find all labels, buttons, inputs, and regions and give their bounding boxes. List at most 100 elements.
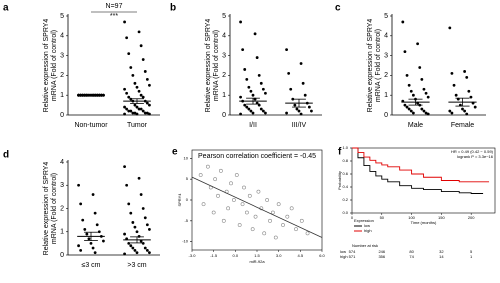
dot (123, 87, 126, 91)
risk-count: 80 (409, 249, 414, 254)
risk-row-label: high (340, 254, 348, 259)
dot (448, 26, 452, 30)
annotation: HR = 0.49 (0.42 − 0.59) (451, 149, 494, 154)
dot (251, 93, 255, 97)
y-tick-label: 4 (60, 33, 64, 40)
dot (123, 105, 126, 109)
dot (243, 103, 247, 107)
fit-line (191, 176, 323, 238)
dot (411, 111, 415, 115)
dot (79, 202, 83, 206)
dot (148, 112, 151, 116)
point (242, 185, 246, 190)
dot (287, 72, 291, 75)
panel-label: b (170, 3, 176, 14)
dot (77, 183, 80, 187)
dot (420, 107, 424, 111)
point (211, 210, 216, 215)
dot (148, 228, 151, 231)
dot (469, 95, 473, 99)
dot (403, 103, 407, 107)
panel-label: a (3, 3, 9, 14)
survival-curve (352, 147, 490, 183)
dot (93, 211, 97, 215)
point (262, 231, 267, 236)
point (281, 223, 285, 227)
dot (137, 89, 141, 93)
x-tick-label: 4.5 (298, 253, 304, 258)
point (256, 189, 261, 194)
dot (249, 89, 253, 93)
panel-label: d (3, 150, 9, 161)
dot (411, 93, 415, 97)
point (240, 202, 245, 207)
x-tick-label: 50 (380, 215, 385, 220)
point (265, 198, 270, 202)
dot (249, 109, 253, 113)
dot (137, 176, 141, 180)
dot (139, 93, 143, 97)
x-tick-label: 1.5 (254, 253, 260, 258)
dot (139, 44, 143, 48)
y-axis-label: SPRY4 (177, 193, 182, 207)
dot (85, 232, 89, 236)
dot (133, 225, 137, 229)
y-tick-label: 3 (60, 52, 64, 59)
y-axis-label: Relative expression of SPRY4 (367, 19, 374, 113)
dot (448, 109, 452, 113)
survival-curve (352, 147, 484, 194)
y-tick-label: 3 (222, 52, 226, 59)
y-tick-label: 5 (186, 176, 189, 181)
dot (102, 239, 105, 243)
point (229, 181, 233, 186)
y-tick-label: 0 (384, 112, 388, 119)
dot (123, 252, 126, 256)
x-tick-label: III/IV (292, 122, 307, 129)
dot (299, 62, 303, 65)
x-tick-label: I/II (249, 122, 257, 129)
point (237, 223, 242, 227)
dot (129, 211, 133, 215)
dot (289, 87, 293, 91)
point (244, 210, 249, 215)
dot (97, 230, 101, 234)
dot (137, 107, 141, 111)
dot (135, 105, 139, 109)
dot (467, 89, 471, 93)
dot (125, 91, 129, 95)
dot (243, 68, 247, 71)
dot (261, 87, 265, 91)
dot (450, 72, 454, 75)
dot (405, 74, 409, 77)
x-axis-label: Time (months) (411, 220, 437, 225)
y-tick-label: 0 (60, 252, 64, 259)
dot (143, 70, 147, 73)
dot (143, 246, 147, 250)
y-tick-label: 0.0 (342, 210, 348, 215)
dot (424, 111, 428, 115)
risk-count: 356 (378, 254, 385, 259)
dot (426, 95, 430, 99)
risk-count: 5 (470, 249, 473, 254)
point (226, 206, 231, 211)
dot (403, 50, 407, 54)
dot (131, 74, 135, 77)
point (218, 168, 223, 173)
dot (450, 111, 454, 115)
dot (143, 111, 147, 115)
dot (135, 85, 139, 89)
annotation: logrank P = 3.3e−16 (457, 154, 494, 159)
dot (141, 109, 145, 113)
x-tick-label: 0 (351, 215, 354, 220)
dot (139, 107, 143, 111)
dot (301, 81, 305, 85)
dot (141, 58, 145, 61)
dot (285, 111, 288, 115)
dot (264, 91, 267, 95)
significance: *** (110, 13, 118, 20)
y-tick-label: 0.2 (342, 197, 348, 202)
dot (295, 107, 299, 111)
y-tick-label: 1.0 (342, 145, 348, 150)
dot (123, 112, 126, 116)
